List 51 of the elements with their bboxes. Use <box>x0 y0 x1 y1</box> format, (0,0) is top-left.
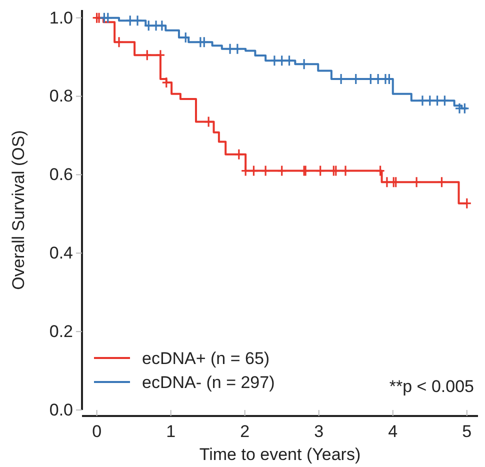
point <box>157 20 167 32</box>
point <box>204 116 214 128</box>
y-tick-label: 0.6 <box>49 165 73 184</box>
point <box>234 148 244 160</box>
point <box>436 176 447 188</box>
point <box>270 54 280 66</box>
point <box>418 94 428 106</box>
point <box>284 54 294 66</box>
annotation: **p < 0.005 <box>389 377 474 396</box>
point <box>114 36 124 48</box>
point <box>299 58 309 70</box>
point <box>125 14 135 26</box>
x-tick-label: 0 <box>92 422 102 442</box>
x-tick-label: 4 <box>388 422 398 442</box>
point <box>462 198 472 210</box>
point <box>225 43 235 55</box>
x-tick-label: 1 <box>166 422 176 442</box>
point <box>391 176 401 188</box>
point <box>248 164 259 177</box>
x-tick-label: 2 <box>240 422 250 442</box>
y-tick-label: 0.8 <box>49 86 73 106</box>
y-tick-label: 0.2 <box>49 322 73 342</box>
point <box>340 164 350 177</box>
point <box>460 102 470 114</box>
y-tick-label: 0.4 <box>49 244 73 263</box>
point <box>440 94 450 106</box>
point <box>142 49 152 61</box>
point <box>277 164 287 177</box>
point <box>412 176 422 188</box>
point <box>425 94 435 106</box>
legend-label: ecDNA+ (n = 65) <box>142 349 270 368</box>
point <box>156 49 166 61</box>
y-tick-label: 0.0 <box>49 400 73 420</box>
point <box>151 20 161 32</box>
point <box>240 164 250 177</box>
x-axis-title: Time to event (Years) <box>199 445 361 464</box>
y-tick-label: 1.0 <box>49 8 73 28</box>
point <box>132 14 142 26</box>
point <box>144 20 154 32</box>
point <box>232 43 242 55</box>
point <box>432 94 442 106</box>
y-axis-title: Overall Survival (OS) <box>9 130 28 290</box>
point <box>375 164 386 177</box>
x-tick-label: 5 <box>462 422 472 442</box>
point <box>382 176 392 188</box>
legend-label: ecDNA- (n = 297) <box>142 373 275 392</box>
point <box>331 164 341 177</box>
point <box>316 164 326 177</box>
point <box>260 164 270 177</box>
x-tick-label: 3 <box>314 422 324 442</box>
point <box>277 54 287 66</box>
